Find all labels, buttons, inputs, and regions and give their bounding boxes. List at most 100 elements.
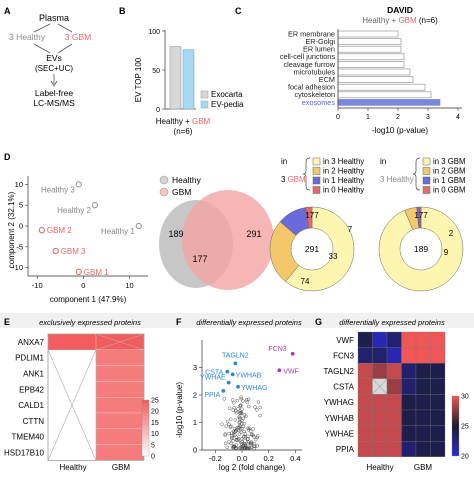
c-bar-label: exosomes bbox=[302, 98, 336, 107]
f-point bbox=[252, 435, 256, 439]
e-scale-label: 25 bbox=[151, 398, 159, 405]
g-cell bbox=[386, 347, 402, 364]
d-y-tick-label: 0 bbox=[19, 222, 23, 231]
e-row-labels: ANXA7 PDLIM1 ANK1 EPB42 CALD1 CTTN TMEM40 HSD17… bbox=[4, 338, 45, 458]
c-bar-label: cytoskeleton bbox=[294, 90, 335, 99]
f-point bbox=[233, 418, 238, 422]
f-point bbox=[238, 404, 242, 408]
g-cell bbox=[415, 425, 431, 442]
g-row-label: FCN3 bbox=[333, 351, 354, 360]
f-point bbox=[238, 446, 242, 450]
f-point bbox=[246, 426, 250, 431]
panel-f: F differentially expressed proteins -log… bbox=[160, 313, 310, 472]
c-bar-label: ECM bbox=[319, 75, 335, 84]
g-row-label: CSTA bbox=[333, 383, 354, 392]
f-point bbox=[231, 445, 235, 450]
d-point-label: GBM 1 bbox=[84, 268, 109, 277]
b-tick-label: 50 bbox=[152, 68, 160, 75]
f-point bbox=[240, 407, 244, 411]
f-point bbox=[231, 439, 235, 443]
d1-title: 3 GBM bbox=[281, 175, 306, 184]
panel-c-letter: C bbox=[235, 6, 242, 16]
c-bar bbox=[337, 91, 432, 99]
g-cell bbox=[401, 331, 417, 348]
f-point bbox=[234, 446, 239, 450]
g-row-labels: VWF FCN3 TAGLN2 CSTA YWHAG YWHAB YWHAE PPIA bbox=[323, 336, 354, 454]
d-point bbox=[52, 247, 59, 255]
c-bar-label: ER membrane bbox=[288, 29, 335, 38]
f-point bbox=[241, 399, 245, 403]
g-cell bbox=[372, 347, 388, 364]
e-scale: 0 5 10 15 20 25 bbox=[151, 398, 159, 461]
e-frame bbox=[47, 333, 145, 461]
e-row-label: ANK1 bbox=[23, 370, 44, 379]
f-point bbox=[223, 432, 228, 436]
f-x-tick-label: 0.2 bbox=[263, 454, 273, 463]
donut-value-label: 74 bbox=[301, 277, 310, 286]
d-y-axis-label: component 2 (32.1%) bbox=[7, 191, 16, 268]
f-point bbox=[227, 440, 231, 444]
f-point bbox=[244, 398, 249, 402]
g-cell bbox=[430, 441, 446, 457]
f-point bbox=[228, 425, 233, 429]
g-scale-label: 30 bbox=[461, 394, 469, 401]
f-point bbox=[246, 397, 251, 401]
donut-slice bbox=[285, 206, 355, 292]
c-subtitle: Healthy + GBM (n=6) bbox=[362, 16, 438, 25]
c-bar bbox=[337, 45, 402, 53]
e-heatmap bbox=[47, 333, 145, 461]
g-cell bbox=[430, 347, 446, 364]
d2-donut: 189 177 9 2 bbox=[378, 206, 464, 292]
donut-value-label: 7 bbox=[348, 225, 353, 234]
f-point-label: CSTA bbox=[205, 370, 223, 377]
e-cell bbox=[95, 349, 145, 366]
e-row-label: CTTN bbox=[23, 417, 45, 426]
f-point bbox=[224, 424, 228, 428]
d-point-label: Healthy 3 bbox=[41, 185, 75, 194]
f-point bbox=[238, 411, 242, 415]
g-cell bbox=[386, 331, 402, 348]
e-scale-label: 15 bbox=[151, 420, 159, 427]
panel-e: E exclusively expressed proteins ANXA7 PD… bbox=[0, 313, 160, 472]
f-point bbox=[234, 409, 238, 413]
g-scale-label: 20 bbox=[461, 454, 469, 461]
f-point bbox=[234, 438, 238, 442]
f-point bbox=[225, 419, 230, 424]
e-scale-label: 5 bbox=[151, 442, 155, 449]
d-point-label: Healthy 1 bbox=[101, 227, 135, 236]
venn-legend-gbm: GBM bbox=[172, 187, 191, 197]
f-point bbox=[229, 424, 233, 429]
b-bar-exocarta bbox=[169, 46, 182, 110]
f-point bbox=[255, 435, 259, 440]
donut-value-label: 2 bbox=[449, 229, 454, 238]
venn-shared-count: 177 bbox=[192, 254, 207, 264]
g-cell bbox=[430, 363, 446, 379]
g-cell bbox=[401, 409, 417, 426]
label-free-label: Label-free bbox=[35, 88, 74, 98]
e-row-label: TMEM40 bbox=[12, 433, 45, 442]
donut-legend-label: in 3 GBM bbox=[433, 157, 466, 166]
e-cell bbox=[95, 412, 145, 430]
d-x-tick-label: -10 bbox=[32, 281, 43, 290]
donut-value-label: 9 bbox=[444, 248, 449, 257]
f-point bbox=[238, 420, 242, 424]
e-cell bbox=[95, 381, 145, 398]
f-point bbox=[246, 434, 250, 439]
c-tick-label: 0 bbox=[336, 114, 340, 121]
f-y-tick-label: 2 bbox=[193, 391, 197, 400]
g-cell bbox=[357, 363, 373, 379]
e-scale-label: 20 bbox=[151, 409, 159, 416]
g-cell bbox=[415, 394, 431, 411]
donut-slice bbox=[419, 206, 422, 229]
f-point bbox=[251, 427, 255, 431]
e-cell bbox=[95, 444, 145, 461]
donut-legend-label: in 1 Healthy bbox=[323, 176, 364, 185]
d-point-label: GBM 3 bbox=[61, 247, 86, 256]
f-point bbox=[241, 435, 246, 439]
donut-slice bbox=[305, 206, 313, 229]
f-point bbox=[258, 413, 262, 418]
f-point bbox=[237, 425, 241, 430]
g-cell bbox=[401, 425, 417, 442]
d-x-axis-label: component 1 (47.9%) bbox=[50, 295, 127, 304]
d-y-tick-label: 5 bbox=[19, 201, 23, 210]
